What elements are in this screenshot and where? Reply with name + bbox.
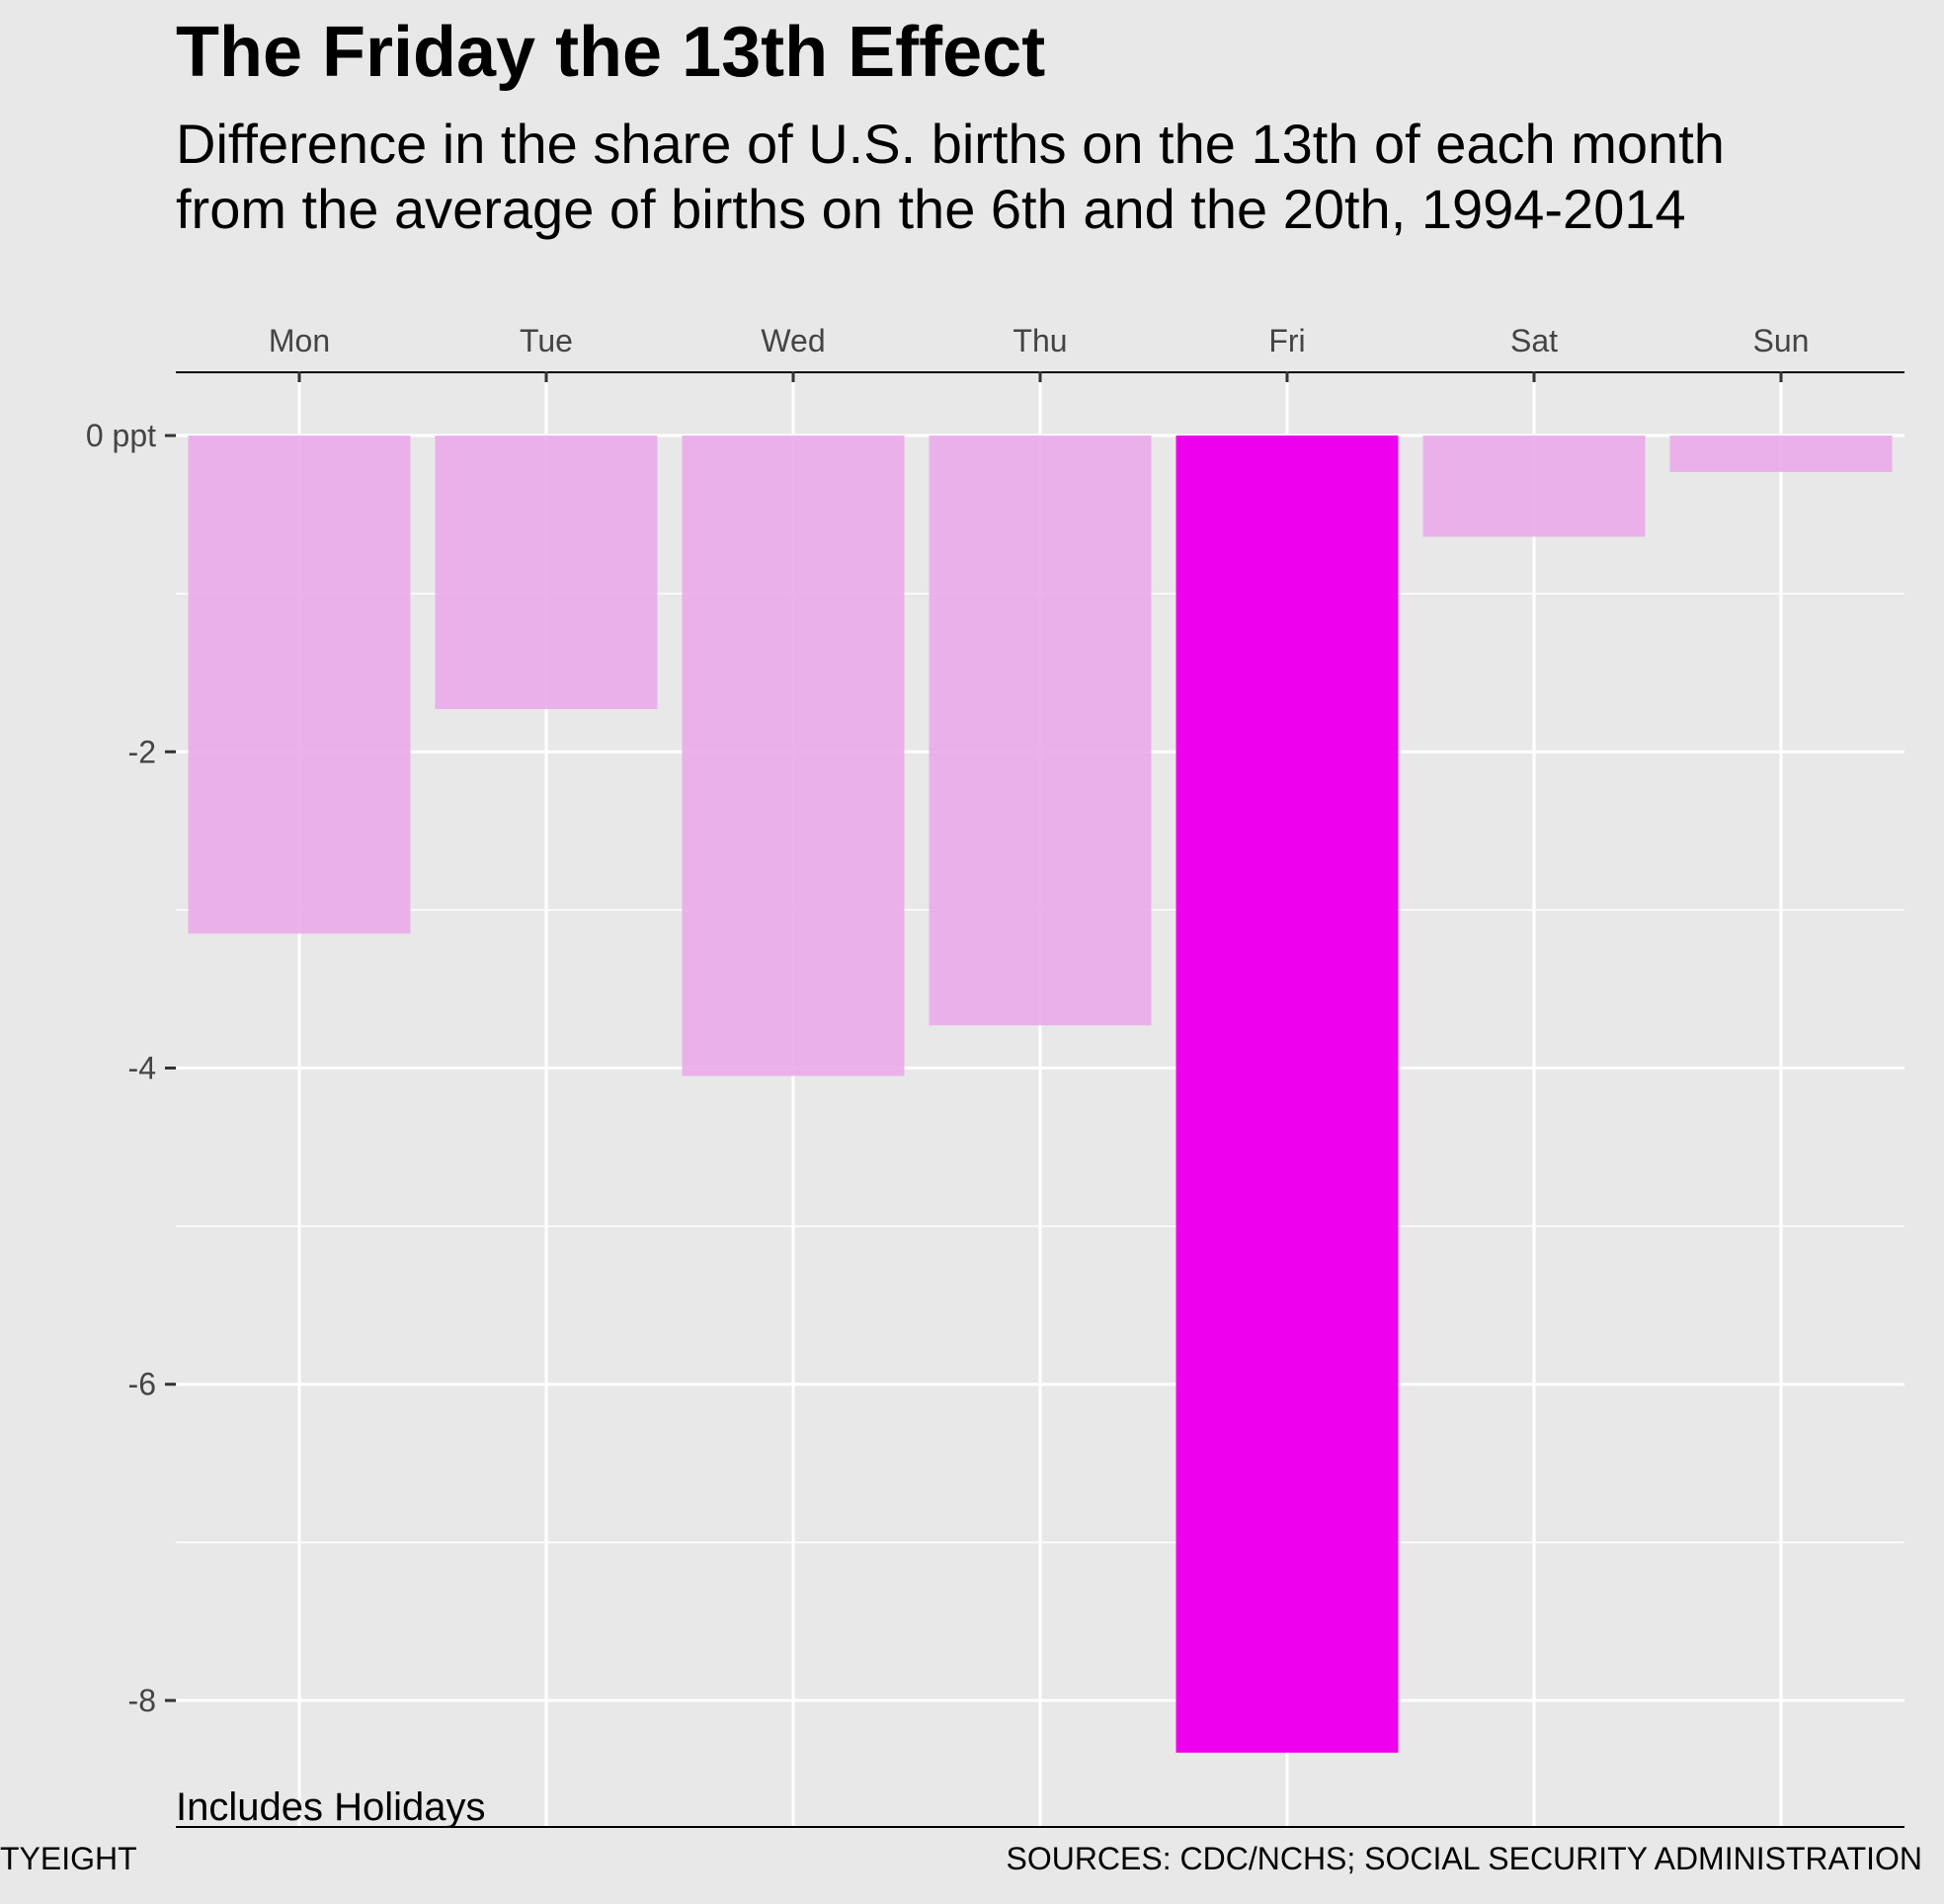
chart-title: The Friday the 13th Effect: [176, 13, 1046, 92]
footer-brand: TYEIGHT: [0, 1841, 137, 1876]
holidays-annotation: Includes Holidays: [176, 1785, 486, 1826]
bar-tue: [435, 436, 658, 710]
x-tick-label: Thu: [1012, 323, 1067, 358]
bar-thu: [929, 436, 1152, 1026]
bar-sun: [1669, 436, 1893, 472]
bars: [188, 436, 1893, 1753]
x-tick-label: Tue: [520, 323, 573, 358]
bar-sat: [1422, 436, 1646, 537]
footer-sources: SOURCES: CDC/NCHS; SOCIAL SECURITY ADMIN…: [1006, 1841, 1922, 1876]
subtitle-line-1: Difference in the share of U.S. births o…: [176, 113, 1725, 175]
x-tick-label: Sun: [1753, 323, 1810, 358]
bar-wed: [682, 436, 905, 1076]
y-tick-label: -4: [128, 1050, 156, 1085]
x-tick-label: Mon: [269, 323, 330, 358]
axes: Mon Tue Wed Thu Fri Sat Sun 0 ppt -2 -4 -6 -8: [86, 323, 1904, 1828]
x-tick-label: Wed: [761, 323, 825, 358]
y-tick-label: -2: [128, 734, 156, 769]
x-tick-label: Fri: [1268, 323, 1305, 358]
subtitle-line-2: from the average of births on the 6th an…: [176, 178, 1686, 240]
y-tick-label: -8: [128, 1683, 156, 1718]
bar-fri: [1175, 436, 1399, 1753]
y-tick-label: -6: [128, 1367, 156, 1402]
chart-subtitle: Difference in the share of U.S. births o…: [176, 112, 1725, 242]
bar-mon: [188, 436, 411, 934]
y-tick-label: 0 ppt: [86, 418, 156, 453]
x-tick-label: Sat: [1510, 323, 1558, 358]
